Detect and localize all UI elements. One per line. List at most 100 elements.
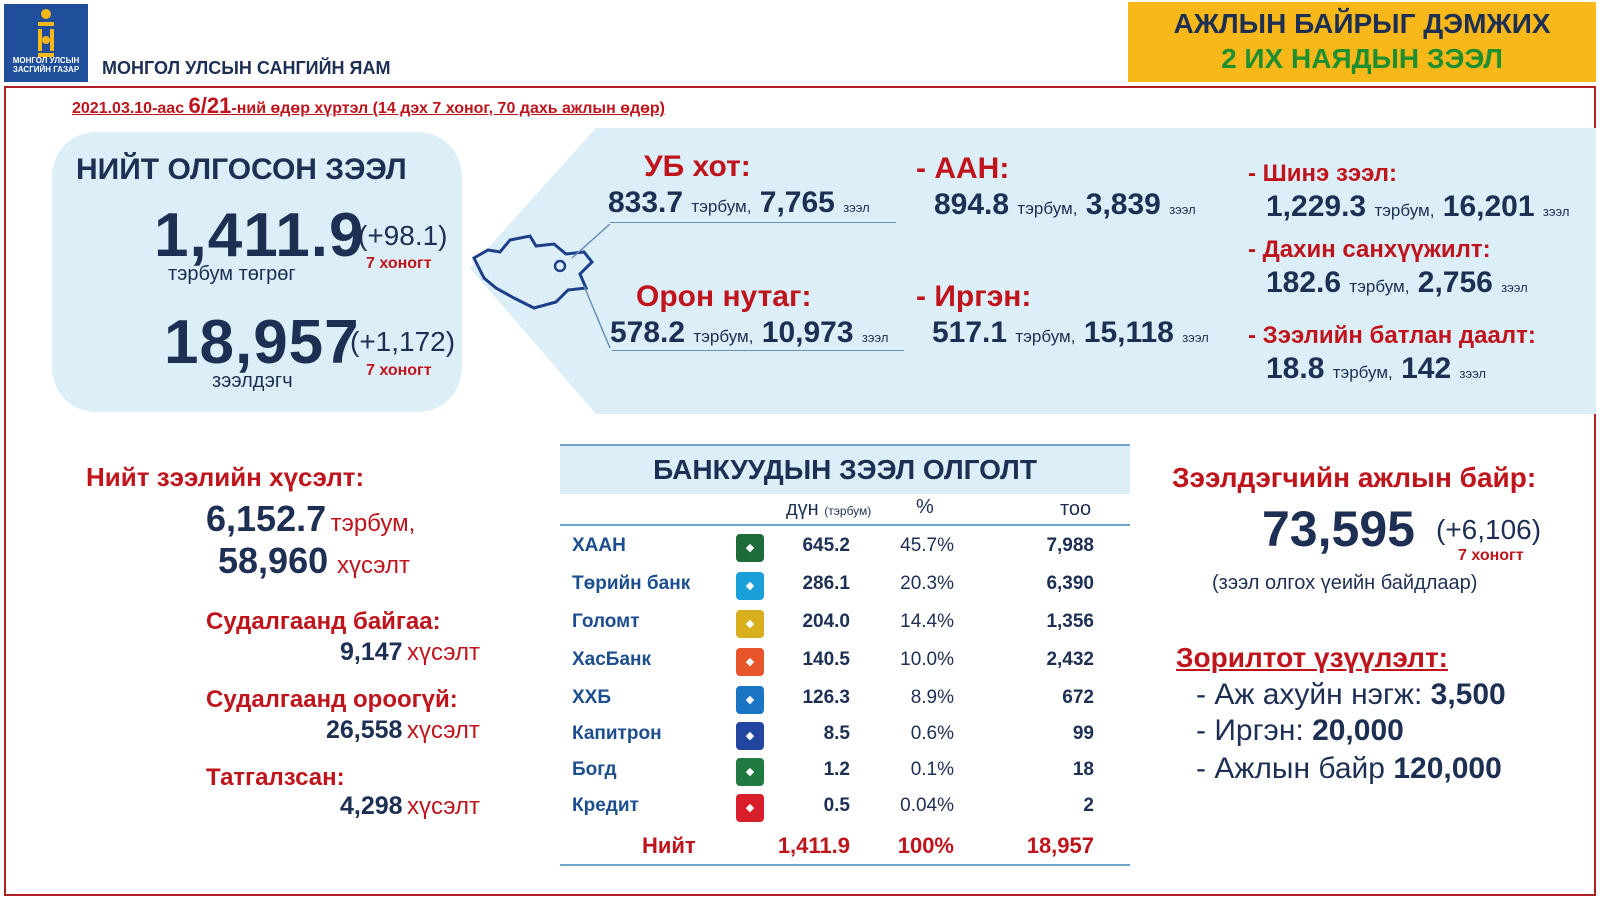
mongolia-map-icon <box>472 234 595 310</box>
new-loan-label: - Шинэ зээл: <box>1248 160 1398 187</box>
banks-total-row: Нийт 1,411.9 100% 18,957 <box>560 826 1130 866</box>
refin-amount-unit: тэрбум, <box>1349 277 1410 296</box>
guarantee-amount-unit: тэрбум, <box>1332 363 1393 382</box>
bank-logo-icon: ◆ <box>736 572 764 600</box>
new-loan-amount-unit: тэрбум, <box>1374 201 1435 220</box>
in-review-label: Судалгаанд байгаа: <box>206 608 441 635</box>
total-amount: 1,411.9 <box>154 201 365 270</box>
rural-amount: 578.2 <box>610 316 686 349</box>
bank-amount: 645.2 <box>802 535 850 556</box>
bank-logo-icon: ◆ <box>736 610 764 638</box>
new-loan-count-unit: зээл <box>1542 204 1570 219</box>
date-prefix: 2021.03.10-аас <box>72 100 189 117</box>
bank-amount: 1.2 <box>823 759 850 780</box>
irgen-amount-unit: тэрбум, <box>1015 327 1076 346</box>
rejected-row: 4,298 хүсэлт <box>340 792 480 821</box>
aan-values: 894.8 тэрбум, 3,839 зээл <box>934 188 1196 222</box>
targets-title: Зорилтот үзүүлэлт: <box>1176 642 1449 673</box>
rural-count: 10,973 <box>761 316 854 349</box>
in-review-unit: хүсэлт <box>407 639 480 666</box>
ub-label: УБ хот: <box>644 150 751 183</box>
bank-count: 18 <box>1072 759 1094 780</box>
date-range: 2021.03.10-аас 6/21-ний өдөр хүртэл (14 … <box>72 93 665 119</box>
bank-name: Капитрон <box>572 723 662 744</box>
jobs-increase: (+6,106) <box>1436 514 1542 545</box>
bank-count: 7,988 <box>1046 535 1094 556</box>
guarantee-count-unit: зээл <box>1459 366 1487 381</box>
irgen-amount: 517.1 <box>932 316 1008 349</box>
target-enterprise-label: - Аж ахуйн нэгж: <box>1196 678 1431 711</box>
not-in-review-unit: хүсэлт <box>406 717 480 744</box>
jobs-value: 73,595 <box>1262 501 1415 557</box>
total-borrowers: 18,957 <box>164 308 360 377</box>
not-in-review-row: 26,558 хүсэлт <box>326 716 480 745</box>
aan-count-unit: зээл <box>1169 202 1196 217</box>
total-pct-cell: 100% <box>897 833 954 858</box>
ub-amount: 833.7 <box>608 186 684 219</box>
bank-pct: 0.04% <box>900 795 954 816</box>
new-loan-values: 1,229.3 тэрбум, 16,201 зээл <box>1266 190 1569 224</box>
jobs-week: 7 хоногт <box>1458 547 1524 564</box>
bank-count: 99 <box>1072 723 1094 744</box>
rural-values: 578.2 тэрбум, 10,973 зээл <box>610 316 888 350</box>
rural-amount-unit: тэрбум, <box>693 327 754 346</box>
requests-count-unit: хүсэлт <box>337 552 410 579</box>
total-amount-unit: тэрбум төгрөг <box>168 263 296 285</box>
table-row: Кредит ◆ 0.5 0.04% 2 <box>560 788 1130 824</box>
bank-pct: 0.6% <box>910 723 954 744</box>
target-jobs-value: 120,000 <box>1393 752 1502 785</box>
bank-name: Кредит <box>572 795 639 816</box>
bank-pct: 45.7% <box>900 535 954 556</box>
table-row: Богд ◆ 1.2 0.1% 18 <box>560 752 1130 788</box>
target-item-citizen: - Иргэн: 20,000 <box>1196 714 1404 748</box>
target-citizen-value: 20,000 <box>1312 714 1404 747</box>
refin-values: 182.6 тэрбум, 2,756 зээл <box>1266 266 1528 300</box>
total-amount-week: 7 хоногт <box>366 255 432 272</box>
rejected-label: Татгалзсан: <box>206 764 345 791</box>
bank-amount: 126.3 <box>802 687 850 708</box>
total-loan-panel <box>52 132 462 412</box>
in-review-row: 9,147 хүсэлт <box>340 638 480 667</box>
guarantee-count: 142 <box>1401 352 1452 385</box>
table-row: Капитрон ◆ 8.5 0.6% 99 <box>560 716 1130 752</box>
bank-amount: 204.0 <box>802 611 850 632</box>
table-row: Төрийн банк ◆ 286.1 20.3% 6,390 <box>560 566 1130 602</box>
requests-amount-row: 6,152.7 тэрбум, <box>206 498 415 540</box>
bank-amount: 0.5 <box>823 795 850 816</box>
col-amount-unit: (тэрбум) <box>824 504 872 518</box>
bank-count: 1,356 <box>1046 611 1094 632</box>
ministry-name: МОНГОЛ УЛСЫН САНГИЙН ЯАМ <box>102 58 391 78</box>
bank-name: ХААН <box>572 535 626 556</box>
bank-logo-icon: ◆ <box>736 686 764 714</box>
table-row: ХААН ◆ 645.2 45.7% 7,988 <box>560 528 1130 564</box>
bank-name: Төрийн банк <box>572 573 691 594</box>
bank-name: ХасБанк <box>572 649 652 670</box>
irgen-values: 517.1 тэрбум, 15,118 зээл <box>932 316 1209 350</box>
bank-pct: 20.3% <box>900 573 954 594</box>
rejected-unit: хүсэлт <box>407 793 480 820</box>
refin-amount: 182.6 <box>1266 266 1342 299</box>
bank-amount: 286.1 <box>802 573 850 594</box>
bank-logo-icon: ◆ <box>736 794 764 822</box>
rejected-value: 4,298 <box>340 792 403 820</box>
date-suffix: -ний өдөр хүртэл (14 дэх 7 хоног, 70 дах… <box>231 100 666 117</box>
not-in-review-value: 26,558 <box>326 716 403 744</box>
rural-count-unit: зээл <box>861 330 889 345</box>
total-borrowers-unit: зээлдэгч <box>212 370 293 392</box>
guarantee-amount: 18.8 <box>1266 352 1325 385</box>
total-amount-cell: 1,411.9 <box>777 833 850 858</box>
col-count: тоо <box>1060 498 1092 520</box>
irgen-count-unit: зээл <box>1182 330 1209 345</box>
aan-count: 3,839 <box>1085 188 1161 221</box>
bank-pct: 10.0% <box>900 649 954 670</box>
content-frame <box>4 86 1596 896</box>
ub-count-unit: зээл <box>843 200 870 215</box>
refin-label: - Дахин санхүүжилт: <box>1248 236 1491 263</box>
requests-count-row: 58,960 хүсэлт <box>218 540 410 582</box>
total-borrowers-week: 7 хоногт <box>366 362 432 379</box>
logo-caption-line-2: ЗАСГИЙН ГАЗАР <box>12 65 80 74</box>
bank-logo-icon: ◆ <box>736 534 764 562</box>
new-loan-count: 16,201 <box>1442 190 1535 223</box>
target-citizen-label: - Иргэн: <box>1196 714 1313 747</box>
table-row: ХасБанк ◆ 140.5 10.0% 2,432 <box>560 642 1130 678</box>
